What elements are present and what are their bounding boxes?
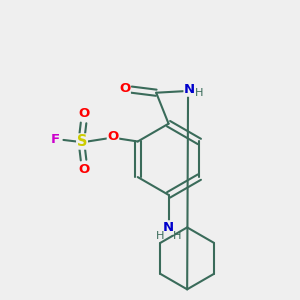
- Text: H: H: [156, 231, 164, 241]
- Text: O: O: [78, 163, 89, 176]
- Text: S: S: [77, 134, 87, 149]
- Text: N: N: [184, 83, 195, 96]
- Text: F: F: [50, 133, 60, 146]
- Text: H: H: [195, 88, 204, 98]
- Text: O: O: [119, 82, 130, 94]
- Text: O: O: [107, 130, 118, 143]
- Text: N: N: [163, 221, 174, 234]
- Text: H: H: [173, 231, 182, 241]
- Text: O: O: [78, 107, 89, 120]
